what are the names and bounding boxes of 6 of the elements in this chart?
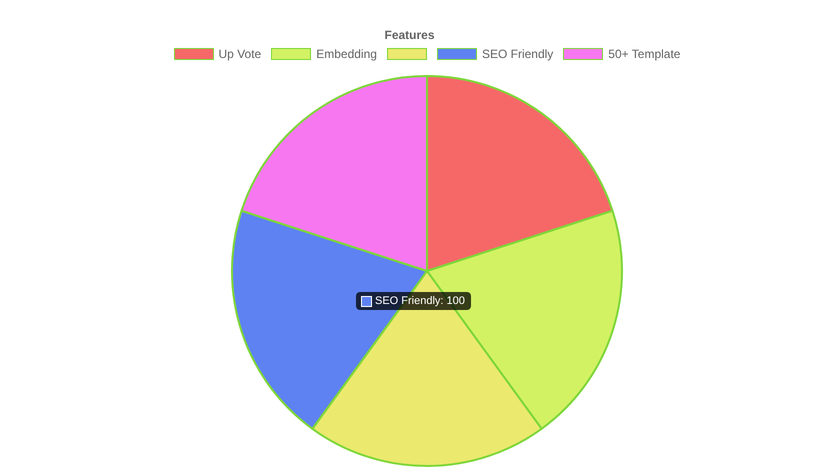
chart-title: Features bbox=[384, 28, 435, 42]
tooltip: SEO Friendly: 100 bbox=[356, 292, 471, 310]
legend-label: 50+ Template bbox=[608, 47, 680, 61]
legend-label: SEO Friendly bbox=[482, 47, 554, 61]
legend-label: Embedding bbox=[316, 47, 377, 61]
legend-label: Up Vote bbox=[218, 47, 262, 61]
